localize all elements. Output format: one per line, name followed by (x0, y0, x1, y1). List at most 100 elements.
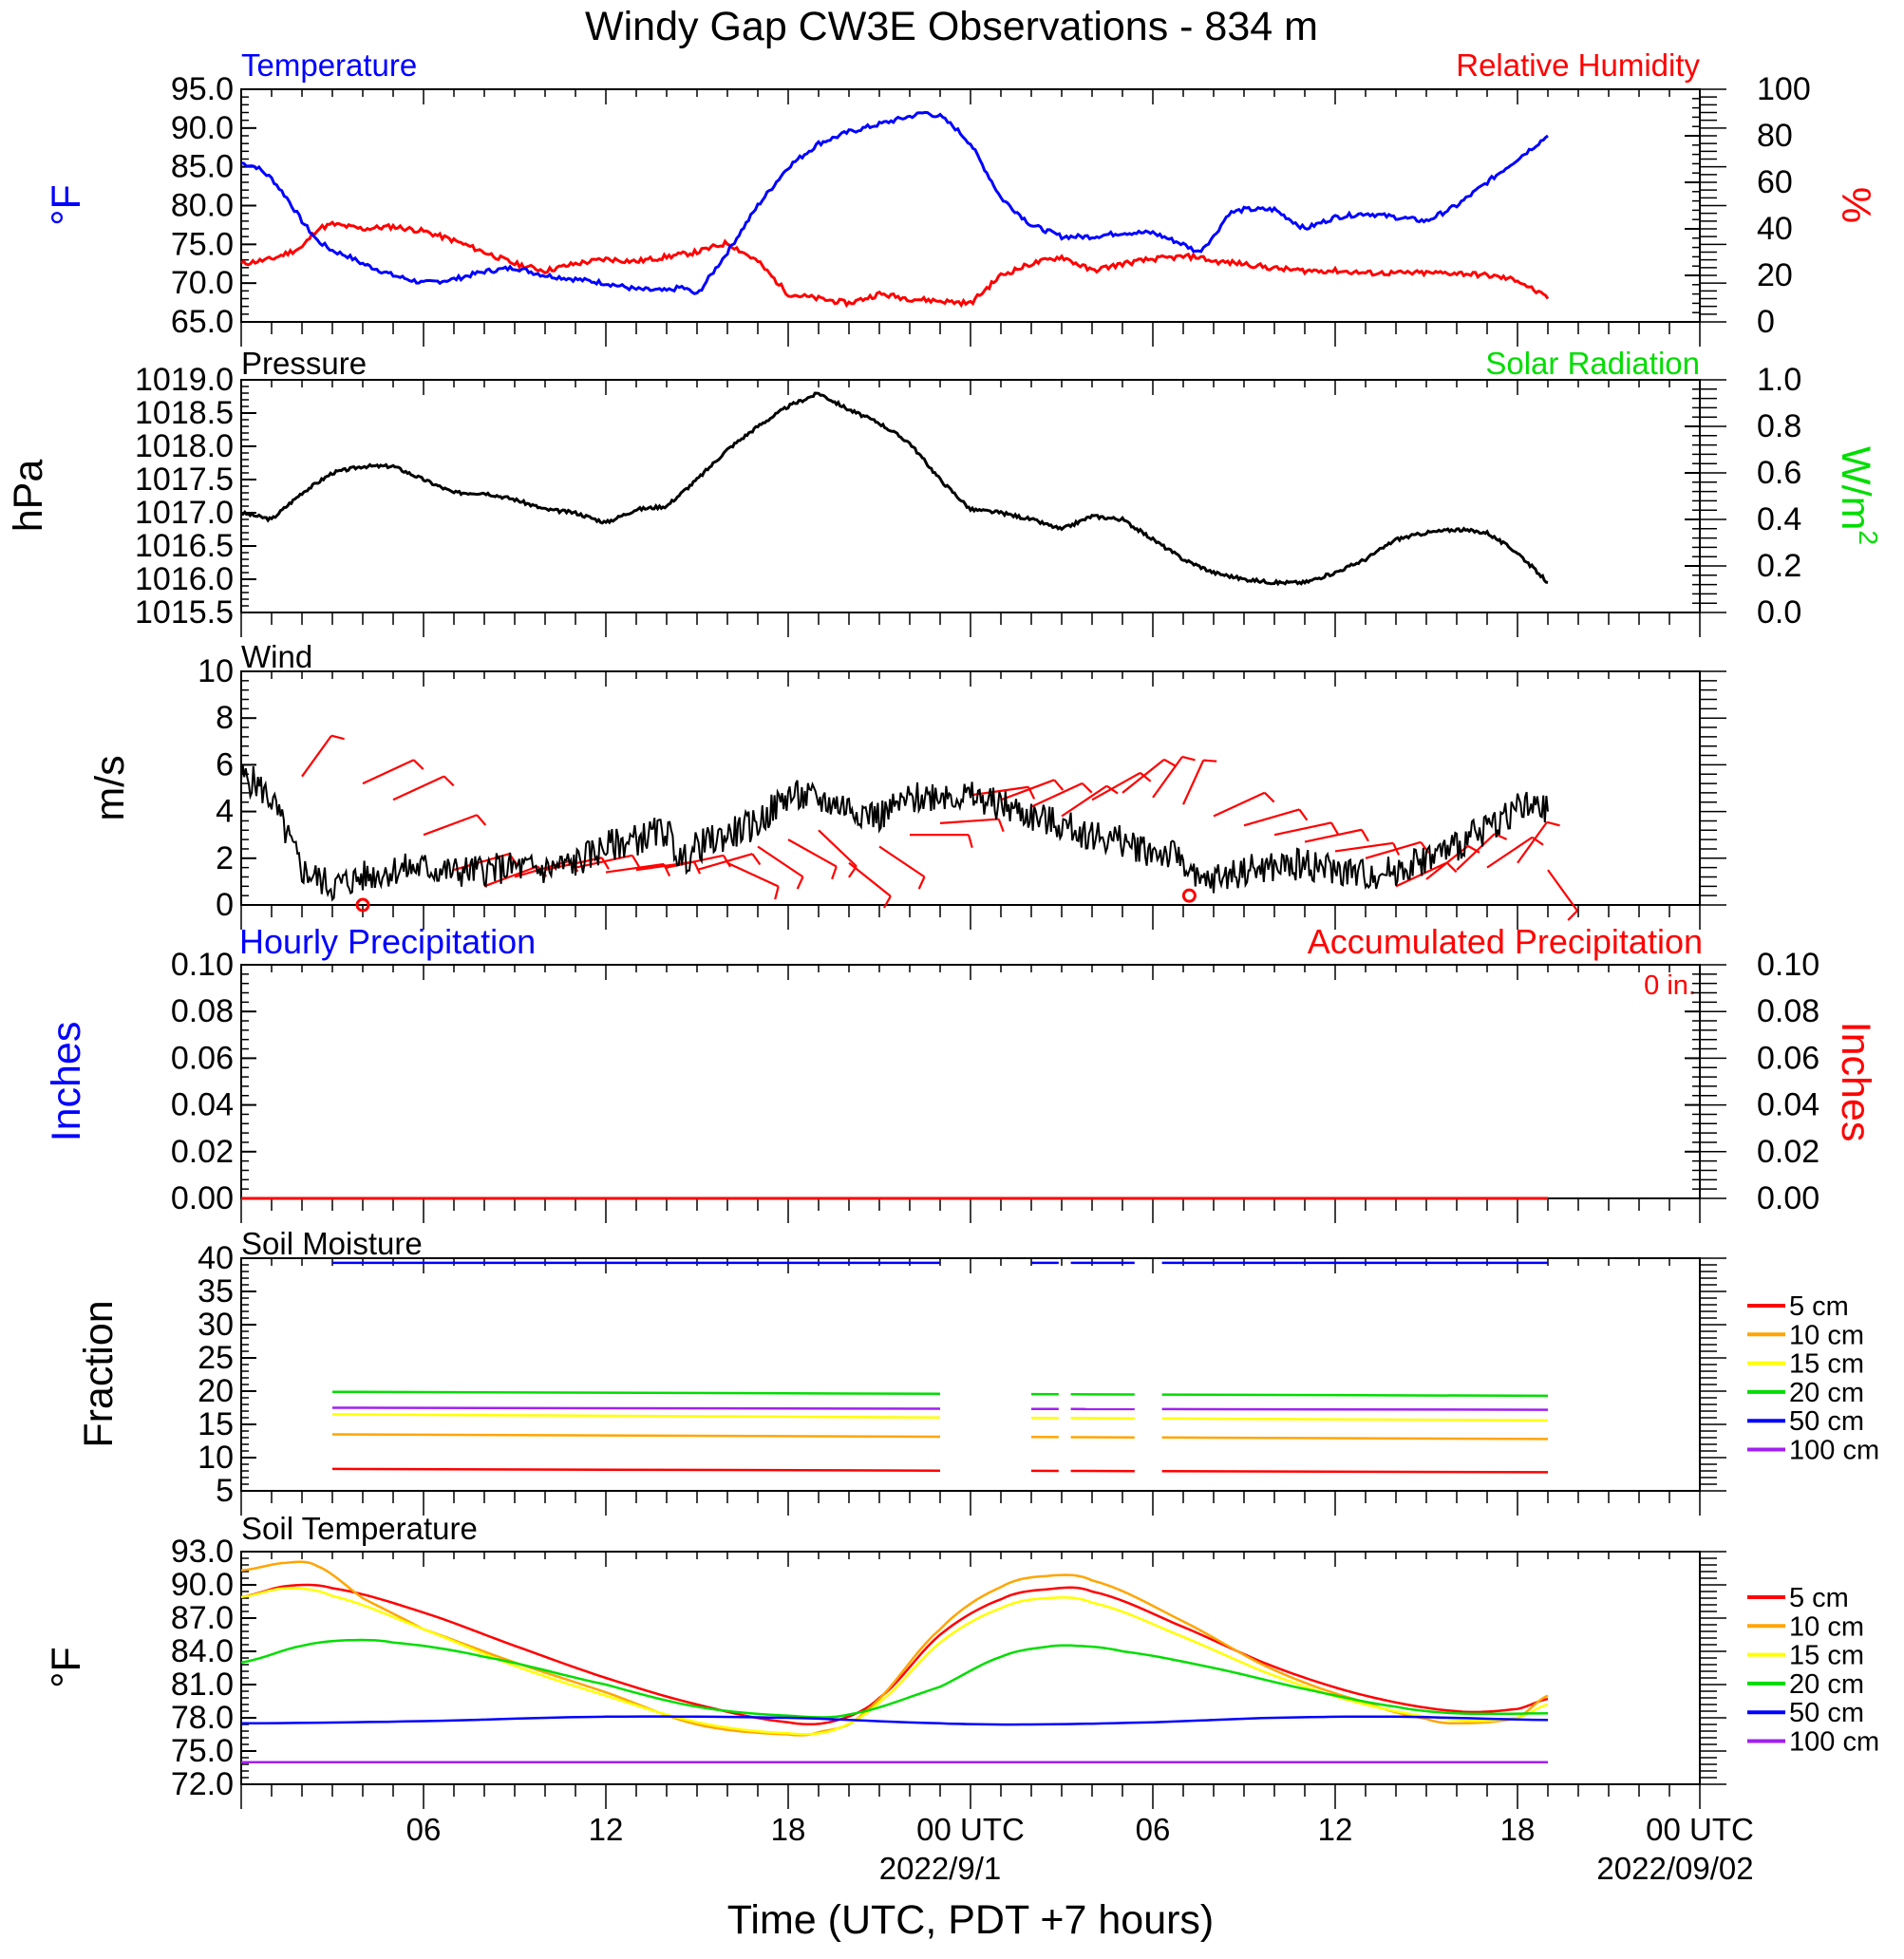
wind-barb-flag (775, 887, 779, 900)
y-tick-label-right: 0.04 (1757, 1087, 1819, 1123)
soil-moisture-line (332, 1415, 940, 1418)
relative-humidity-line (241, 222, 1548, 305)
wind-barb (1335, 843, 1393, 852)
soil-temperature-right-ticks (1700, 1552, 1726, 1784)
wind-barb-flag (602, 857, 609, 869)
legend-label: 5 cm (1789, 1583, 1849, 1613)
soil-moisture-line (332, 1392, 940, 1394)
soil-moisture-line (1162, 1471, 1548, 1472)
y-tick-label: 1018.0 (135, 428, 234, 464)
calm-wind-marker (1183, 890, 1195, 901)
wind-barb-flag (1299, 809, 1307, 819)
soil-temperature-line (241, 1589, 1548, 1735)
wind-barb-flag (1362, 830, 1368, 841)
x-axis-label: Time (UTC, PDT +7 hours) (727, 1897, 1215, 1943)
wind-barb-flag (798, 876, 803, 889)
y-tick-label: 1015.5 (135, 594, 234, 631)
wind-barb-flag (1547, 822, 1560, 826)
pressure-title: Pressure (241, 346, 367, 381)
x-tick-label: 18 (1500, 1812, 1536, 1847)
legend-label: 10 cm (1789, 1320, 1864, 1350)
wind-barb (727, 863, 779, 887)
legend-label: 15 cm (1789, 1641, 1864, 1671)
wind-barb (1214, 793, 1265, 817)
wind-barb (302, 736, 331, 777)
y-tick-label: 30 (198, 1307, 234, 1343)
panel4-x-ticks (241, 965, 1700, 1223)
wind-barbs (302, 736, 1577, 920)
y-tick-label: 72.0 (171, 1766, 234, 1802)
y-tick-label: 15 (198, 1406, 234, 1442)
y-tick-label: 75.0 (171, 1733, 234, 1769)
legend-label: 20 cm (1789, 1669, 1864, 1700)
wind-barb-flag (1568, 911, 1577, 920)
x-tick-label: 06 (406, 1812, 442, 1847)
temperature-y-ticks: 95.090.085.080.075.070.065.0 (171, 71, 256, 340)
solar-axis-label: W/m2 (1833, 446, 1883, 545)
y-tick-label: 84.0 (171, 1633, 234, 1669)
y-tick-label: 1018.5 (135, 395, 234, 431)
y-tick-label-right: 40 (1757, 211, 1793, 247)
soil-moisture-title: Soil Moisture (241, 1226, 423, 1261)
y-tick-label: 1019.0 (135, 362, 234, 398)
x-tick-label: 12 (589, 1812, 624, 1847)
y-tick-label: 0.06 (171, 1040, 234, 1076)
y-tick-label: 1016.5 (135, 528, 234, 564)
panel1-x-ticks (241, 89, 1700, 347)
wind-barb-flag (1054, 780, 1063, 790)
y-tick-label: 0.00 (171, 1180, 234, 1216)
y-tick-label-right: 100 (1757, 71, 1811, 107)
wind-barb (1153, 757, 1182, 798)
panel3-x-ticks (241, 671, 1700, 930)
pressure-axis-label: hPa (6, 460, 51, 533)
x-date-2: 2022/09/02 (1596, 1851, 1753, 1886)
y-tick-label: 90.0 (171, 110, 234, 146)
legend-label: 50 cm (1789, 1406, 1864, 1437)
precip-right-y-ticks: 0.100.080.060.040.020.00 (1685, 947, 1819, 1216)
temperature-panel-frame (241, 89, 1700, 322)
wind-barb-flag (752, 854, 760, 864)
wind-barb (849, 863, 891, 896)
y-tick-label-right: 0.2 (1757, 548, 1801, 584)
wind-barb-flag (919, 876, 925, 889)
y-tick-label: 10 (198, 653, 234, 689)
y-tick-label: 81.0 (171, 1667, 234, 1703)
y-tick-label-right: 0.8 (1757, 408, 1801, 444)
y-tick-label: 5 (216, 1473, 234, 1509)
y-tick-label-right: 1.0 (1757, 362, 1801, 398)
x-tick-label: 12 (1318, 1812, 1353, 1847)
wind-barb (1031, 783, 1083, 807)
pressure-panel-frame (241, 380, 1700, 612)
wind-barb-flag (999, 819, 1004, 832)
y-tick-label: 78.0 (171, 1700, 234, 1736)
y-tick-label: 1017.5 (135, 461, 234, 498)
y-tick-label: 20 (198, 1373, 234, 1409)
y-tick-label: 70.0 (171, 265, 234, 301)
temperature-line (241, 112, 1548, 293)
y-tick-label-right: 0.0 (1757, 594, 1801, 631)
wind-barb (363, 760, 414, 783)
soil-moisture-line (332, 1469, 940, 1471)
y-tick-label: 80.0 (171, 188, 234, 224)
legend-label: 100 cm (1789, 1436, 1879, 1466)
soil-moisture-line (1162, 1409, 1548, 1410)
panel5-x-ticks (241, 1258, 1700, 1516)
x-date-1: 2022/9/1 (879, 1851, 1001, 1886)
wind-barb (788, 839, 837, 866)
wind-barb-flag (331, 736, 345, 740)
wind-barb-flag (1083, 783, 1092, 793)
soil-moisture-line (332, 1408, 940, 1409)
y-tick-label-right: 20 (1757, 257, 1793, 293)
x-tick-label: 00 UTC (916, 1812, 1025, 1847)
wind-barb-flag (1331, 822, 1338, 834)
solar-axis-label-main: W/m (1833, 446, 1878, 530)
accumulated-precipitation-title: Accumulated Precipitation (1308, 922, 1703, 961)
y-tick-label: 1017.0 (135, 495, 234, 531)
chart-title: Windy Gap CW3E Observations - 834 m (585, 4, 1318, 49)
wind-barb-flag (1265, 793, 1274, 802)
temperature-title: Temperature (241, 47, 417, 83)
